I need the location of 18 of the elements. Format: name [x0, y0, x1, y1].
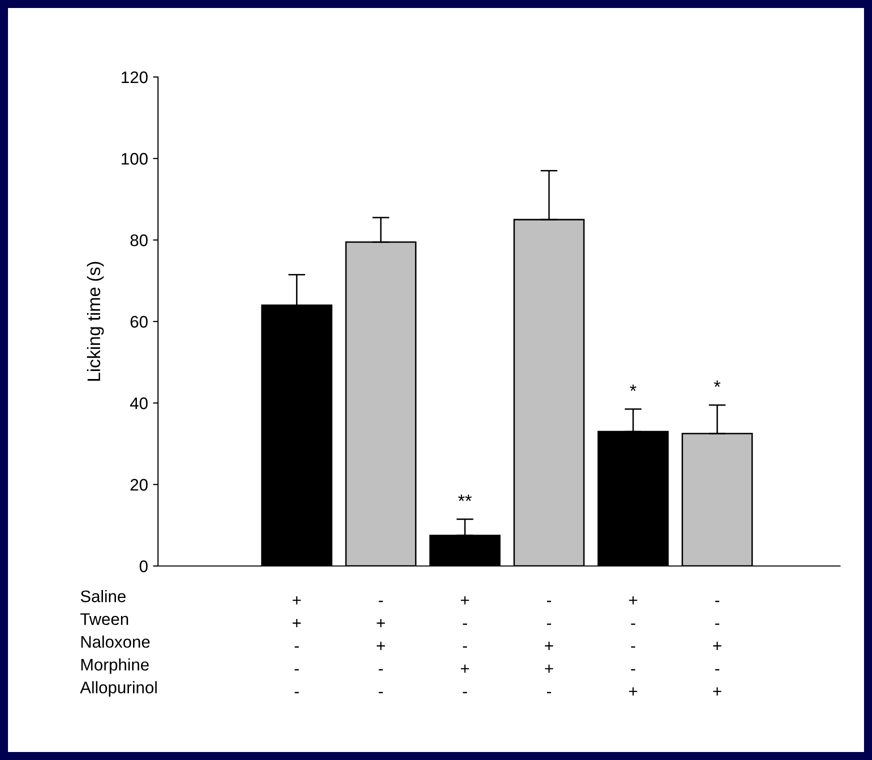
category-label: - - + + - [544, 600, 554, 694]
y-tick-label: 0 [140, 560, 148, 572]
y-tick-label: 80 [130, 234, 148, 246]
y-tick-label: 40 [130, 397, 148, 410]
category-label: - + + - - [376, 600, 385, 694]
y-tick-label: 60 [130, 316, 148, 328]
y-axis-title: Licking time (s) [86, 262, 104, 381]
annotation: * [714, 380, 720, 387]
annotation: ** [458, 494, 472, 501]
y-tick-label: 20 [130, 478, 148, 491]
category-label: + - - + - [460, 596, 469, 694]
y-tick-label: 100 [122, 152, 148, 165]
category-label: + + - - - [292, 596, 301, 694]
y-tick-label: 120 [122, 71, 148, 84]
annotation: * [630, 384, 636, 391]
category-label: + - - - + [629, 596, 638, 696]
category-label: - - + - + [713, 600, 722, 696]
text: Saline Tween Naloxone Morphine Allopurinol [80, 590, 157, 697]
